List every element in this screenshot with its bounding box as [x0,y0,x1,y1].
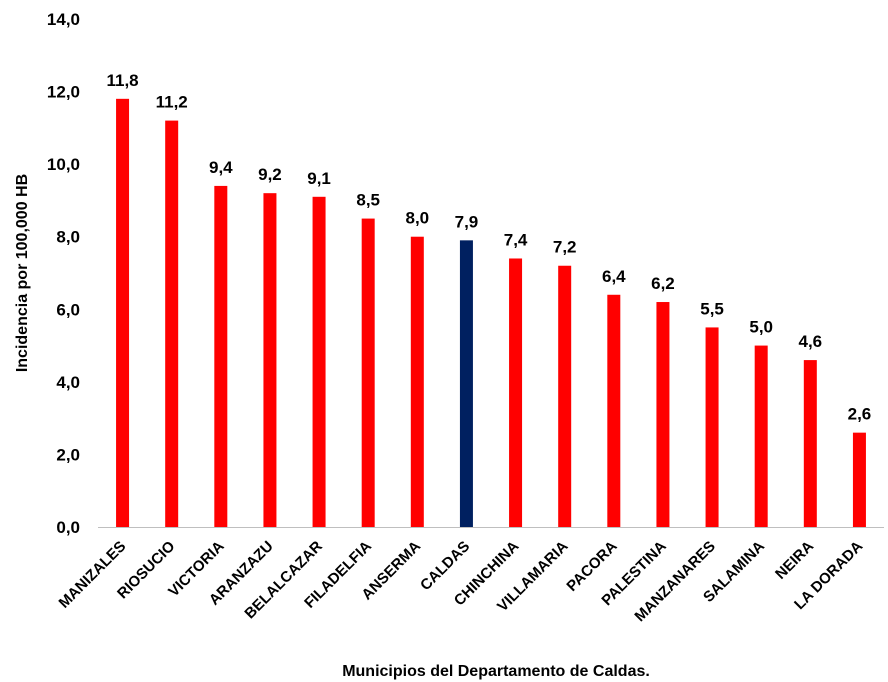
bar [509,258,523,527]
category-labels: MANIZALESRIOSUCIOVICTORIAARANZAZUBELALCA… [55,538,866,626]
y-tick-label: 6,0 [56,300,80,319]
bar [558,265,572,527]
category-label: NEIRA [772,538,817,583]
data-label: 7,4 [504,230,528,249]
data-label: 9,2 [258,165,282,184]
y-axis-title: Incidencia por 100,000 HB [14,174,31,372]
x-axis-title: Municipios del Departamento de Caldas. [342,663,650,680]
bar [116,98,130,527]
data-label: 11,8 [106,71,138,90]
y-tick-label: 14,0 [47,10,80,29]
data-label: 11,2 [156,93,188,112]
bar [656,302,670,527]
data-labels: 11,8 11,2 9,4 9,2 9,1 8,5 8,0 7,9 7,4 7,2 6,4 6,2 5,… [106,71,871,424]
data-label: 9,4 [209,158,233,177]
data-label: 9,1 [307,169,331,188]
bars [116,98,866,528]
bar [410,236,424,527]
category-label: MANIZALES [55,538,129,612]
bar [852,432,866,527]
data-label: 5,5 [700,299,724,318]
y-tick-label: 0,0 [56,518,80,537]
bar [754,345,768,527]
bar [361,218,375,528]
data-label: 8,5 [356,191,380,210]
y-tick-label: 12,0 [47,83,80,102]
bar [607,294,621,527]
data-label: 2,6 [848,405,872,424]
data-label: 6,2 [651,274,675,293]
y-tick-label: 2,0 [56,445,80,464]
data-label: 8,0 [405,209,429,228]
bar [214,185,228,527]
y-tick-label: 4,0 [56,373,80,392]
bar [165,120,179,527]
bar [312,196,326,528]
data-label: 4,6 [798,332,822,351]
data-label: 6,4 [602,267,626,286]
bar [459,240,473,528]
bar [263,193,277,527]
data-label: 5,0 [749,318,773,337]
data-label: 7,9 [455,212,479,231]
y-tick-label: 8,0 [56,228,80,247]
bar [705,327,719,527]
bar [803,360,817,527]
data-label: 7,2 [553,238,577,257]
y-tick-label: 10,0 [47,155,80,174]
y-axis-ticks: 0,0 2,0 4,0 6,0 8,0 10,0 12,0 14,0 [47,10,80,537]
